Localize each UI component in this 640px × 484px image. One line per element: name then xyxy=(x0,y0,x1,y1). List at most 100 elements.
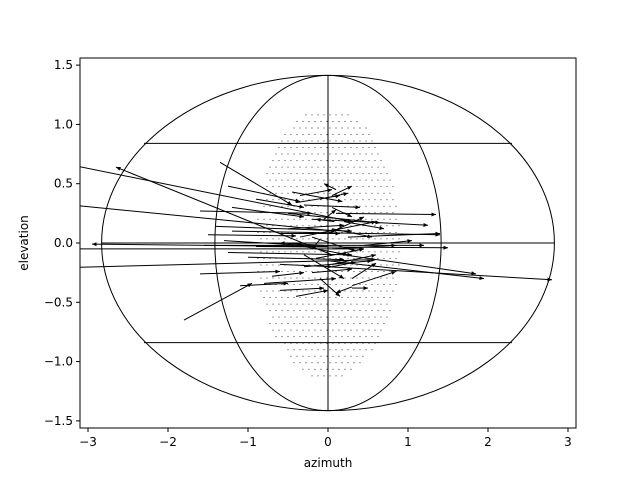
arrow-43 xyxy=(331,206,353,218)
sample-point xyxy=(371,297,373,299)
arrow-50 xyxy=(183,282,253,321)
sample-point xyxy=(389,284,391,286)
sample-point xyxy=(371,323,373,325)
sample-point xyxy=(320,160,322,162)
sample-point xyxy=(356,303,358,305)
sample-point xyxy=(359,336,361,338)
sample-point xyxy=(350,212,352,214)
sample-point xyxy=(311,323,313,325)
sample-point xyxy=(266,173,268,175)
arrow-0 xyxy=(219,161,293,206)
sample-point xyxy=(281,284,283,286)
sample-point xyxy=(281,323,283,325)
sample-point xyxy=(308,186,310,188)
sample-point xyxy=(362,316,364,318)
sample-point xyxy=(317,297,319,299)
sample-point xyxy=(302,133,304,135)
sample-point xyxy=(356,277,358,279)
sample-point xyxy=(386,290,388,292)
sample-point xyxy=(335,297,337,299)
sample-point xyxy=(338,173,340,175)
sample-point xyxy=(377,192,379,194)
sample-point xyxy=(287,205,289,207)
sample-point xyxy=(323,153,325,155)
sample-point xyxy=(350,173,352,175)
sample-point xyxy=(371,218,373,220)
sample-point xyxy=(365,153,367,155)
sample-point xyxy=(293,127,295,129)
sample-point xyxy=(332,355,334,357)
sample-point xyxy=(356,251,358,253)
sample-point xyxy=(347,179,349,181)
sample-point xyxy=(287,140,289,142)
sample-point xyxy=(299,336,301,338)
sample-point xyxy=(287,153,289,155)
sample-point xyxy=(299,179,301,181)
arrow-10 xyxy=(311,218,429,227)
sample-point xyxy=(314,316,316,318)
arrow-29 xyxy=(279,286,325,291)
sample-point xyxy=(269,205,271,207)
sample-point xyxy=(377,166,379,168)
arrow-7 xyxy=(231,206,305,219)
sample-point xyxy=(368,290,370,292)
sample-point xyxy=(341,310,343,312)
x-axis-label: azimuth xyxy=(304,456,353,470)
sample-point xyxy=(281,166,283,168)
sample-point xyxy=(269,297,271,299)
sample-point xyxy=(347,166,349,168)
sample-point xyxy=(314,342,316,344)
sample-point xyxy=(323,310,325,312)
sample-point xyxy=(296,303,298,305)
sample-point xyxy=(347,310,349,312)
sample-point xyxy=(335,323,337,325)
sample-point xyxy=(344,355,346,357)
arrow-44 xyxy=(323,209,337,220)
sample-point xyxy=(368,199,370,201)
sample-point xyxy=(281,336,283,338)
sample-point xyxy=(338,342,340,344)
sample-point xyxy=(392,212,394,214)
sample-point xyxy=(284,303,286,305)
sample-point xyxy=(299,127,301,129)
sample-point xyxy=(311,153,313,155)
sample-point xyxy=(350,133,352,135)
sample-point xyxy=(350,160,352,162)
sample-point xyxy=(263,205,265,207)
sample-point xyxy=(320,316,322,318)
sample-point xyxy=(266,186,268,188)
sample-point xyxy=(314,290,316,292)
sample-point xyxy=(323,127,325,129)
sample-point xyxy=(374,290,376,292)
sample-point xyxy=(281,192,283,194)
sample-point xyxy=(314,251,316,253)
sample-point xyxy=(377,231,379,233)
sample-point xyxy=(344,290,346,292)
sample-point xyxy=(356,147,358,149)
sample-point xyxy=(305,218,307,220)
sample-point xyxy=(317,179,319,181)
sample-point xyxy=(311,140,313,142)
sample-point xyxy=(356,316,358,318)
sample-point xyxy=(335,153,337,155)
sample-point xyxy=(317,336,319,338)
sample-point xyxy=(272,186,274,188)
sample-point xyxy=(362,342,364,344)
arrow-33 xyxy=(351,270,397,287)
y-tick-label: 1.5 xyxy=(54,58,73,72)
sample-point xyxy=(365,166,367,168)
sample-point xyxy=(299,166,301,168)
sample-point xyxy=(368,303,370,305)
sample-point xyxy=(356,199,358,201)
sample-point xyxy=(395,205,397,207)
sample-point xyxy=(266,290,268,292)
sample-point xyxy=(326,316,328,318)
sample-point xyxy=(299,297,301,299)
sample-point xyxy=(290,160,292,162)
x-tick-label: 3 xyxy=(564,435,572,449)
sample-point xyxy=(347,140,349,142)
sample-point xyxy=(329,257,331,259)
sample-point xyxy=(341,114,343,116)
sample-point xyxy=(365,323,367,325)
sample-point xyxy=(305,297,307,299)
